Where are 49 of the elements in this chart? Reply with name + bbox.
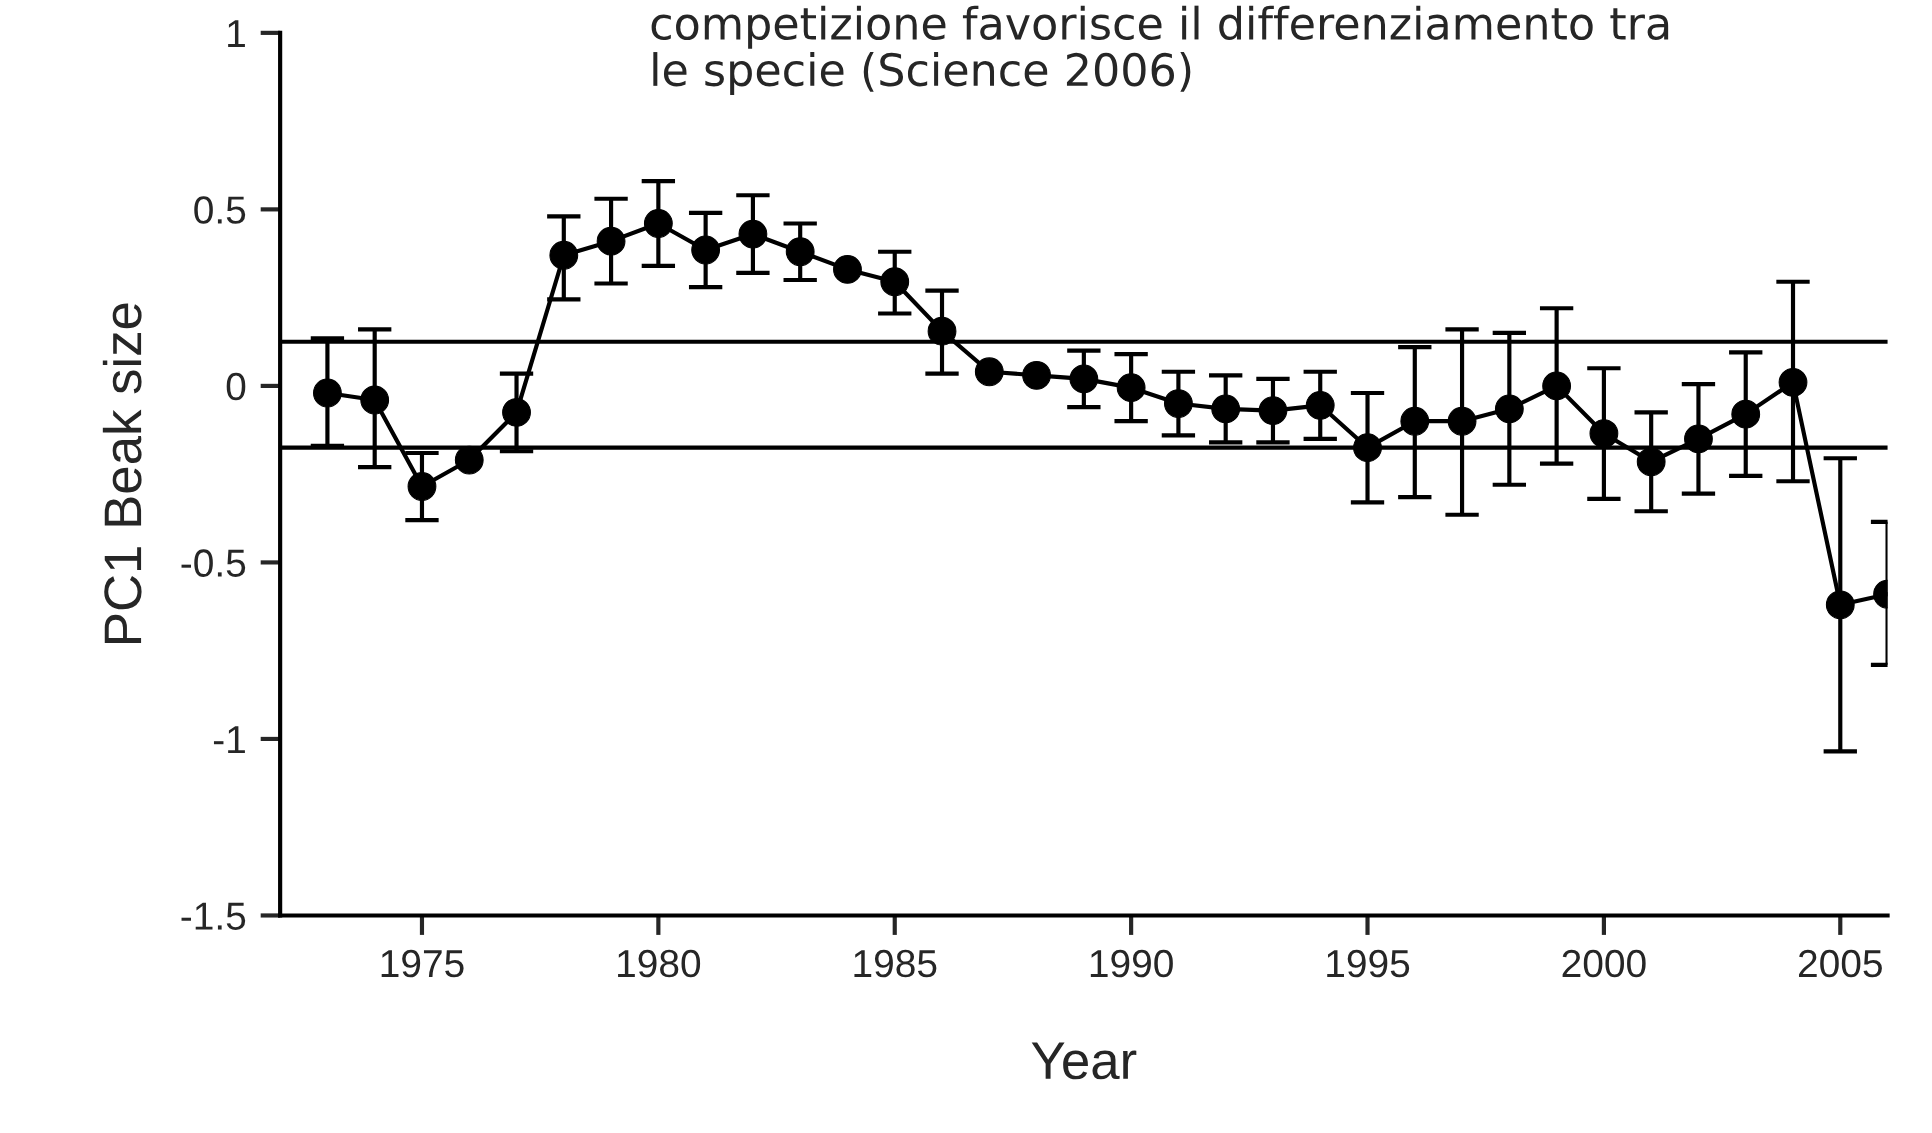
point xyxy=(1684,424,1713,454)
point xyxy=(454,445,484,475)
y-tick-label: 0 xyxy=(226,372,246,401)
point xyxy=(880,267,910,297)
point xyxy=(1305,390,1335,420)
point xyxy=(1542,371,1572,401)
point xyxy=(502,397,531,427)
x-tick-label: 1975 xyxy=(381,949,464,978)
x-axis-title: Year xyxy=(1031,1042,1137,1080)
point xyxy=(1022,360,1051,390)
point xyxy=(407,472,437,501)
point xyxy=(833,254,862,284)
point xyxy=(1211,394,1241,424)
point xyxy=(1116,373,1146,403)
point xyxy=(1164,389,1193,418)
point xyxy=(974,357,1004,387)
point xyxy=(785,237,815,267)
point xyxy=(596,226,626,256)
point xyxy=(738,219,768,249)
point xyxy=(691,235,721,265)
point xyxy=(313,378,342,408)
y-axis-title: PC1 Beak size xyxy=(102,303,142,643)
point xyxy=(643,209,673,238)
y-tick-label: -1 xyxy=(213,726,245,754)
y-tick-label: 0.5 xyxy=(194,196,246,224)
x-tick-label: 1985 xyxy=(854,949,937,978)
point xyxy=(549,240,579,270)
point xyxy=(1589,419,1619,448)
x-tick-label: 2000 xyxy=(1562,949,1646,978)
point xyxy=(1069,364,1099,394)
y-tick-label: -0.5 xyxy=(181,549,246,577)
point xyxy=(1636,447,1666,477)
y-tick-label: 1 xyxy=(228,20,245,47)
x-tick-label: 1995 xyxy=(1327,949,1410,978)
x-tick-label: 1980 xyxy=(618,949,701,978)
point xyxy=(1778,367,1808,397)
point xyxy=(360,385,390,415)
point xyxy=(1731,399,1761,429)
point xyxy=(1494,394,1524,424)
y-tick-label: -1.5 xyxy=(181,902,246,930)
x-tick-label: 2005 xyxy=(1798,949,1882,978)
point xyxy=(1400,406,1430,436)
point xyxy=(927,316,957,346)
point xyxy=(1447,406,1477,436)
point xyxy=(1353,433,1382,463)
x-tick-label: 1990 xyxy=(1090,949,1173,978)
point xyxy=(1825,590,1855,620)
point xyxy=(1258,396,1288,426)
annotation: competizione favorisce il differenziamento tra le specie (Science 2006) xyxy=(651,5,1669,96)
